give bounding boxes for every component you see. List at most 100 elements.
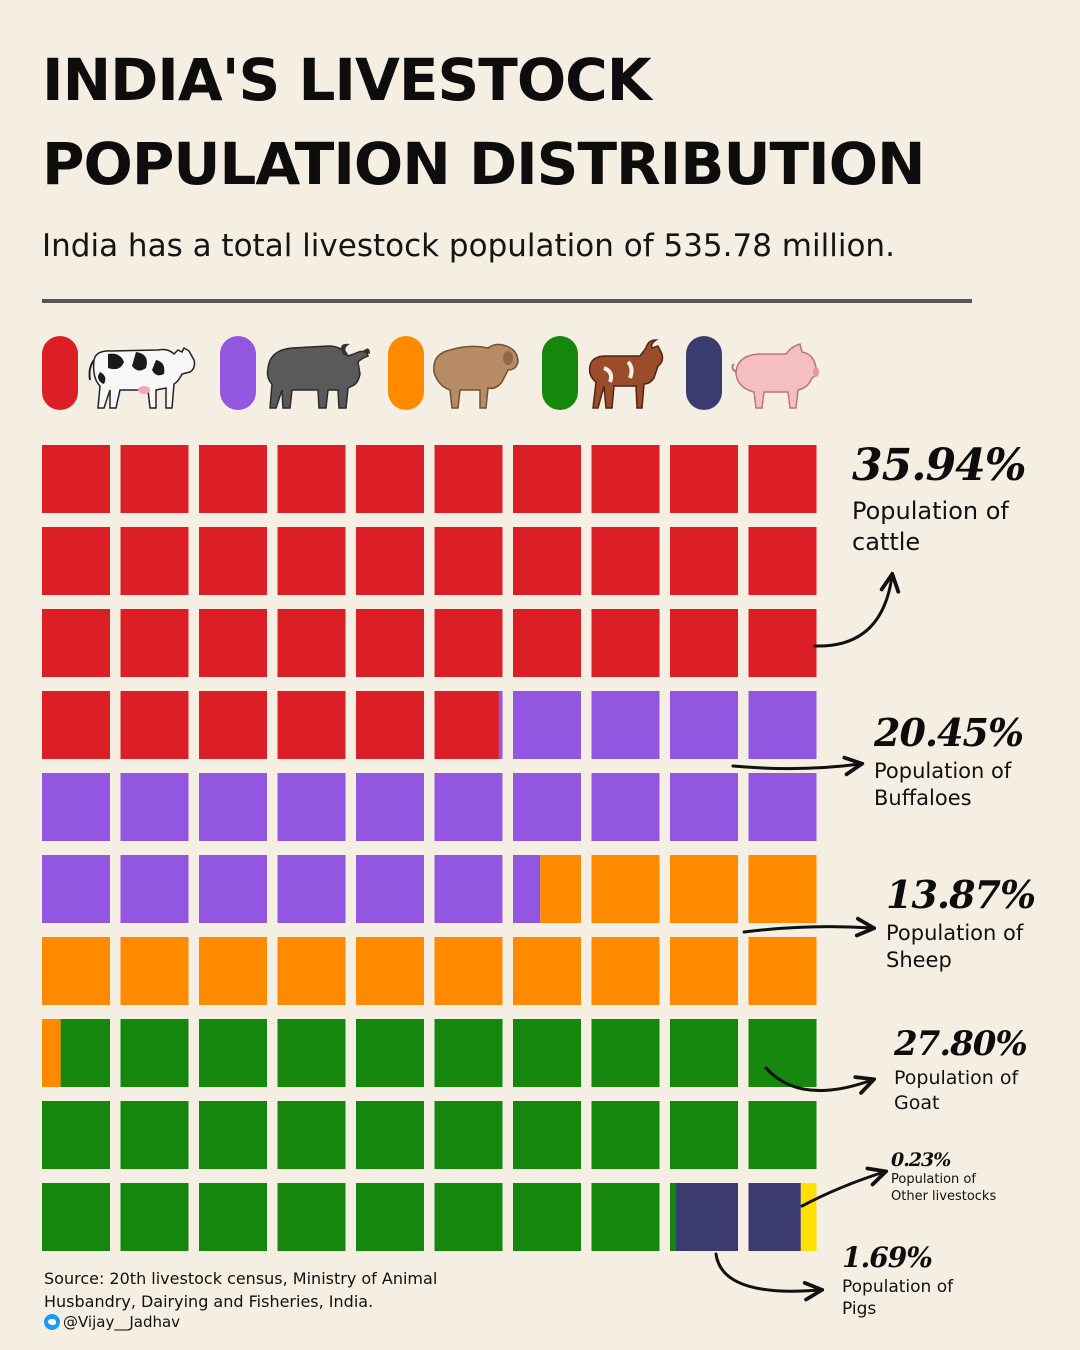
waffle-cell-sheep [356,937,424,1005]
waffle-cell-buffaloes [199,855,267,923]
waffle-cell-other-livestocks [800,1183,817,1251]
waffle-cell-cattle [277,445,346,513]
waffle-cell-buffaloes [277,855,346,923]
waffle-cell-buffaloes [356,855,424,923]
waffle-cell-pigs [748,1183,801,1251]
arrow-sheep [742,927,872,932]
handle-text: @Vijay__Jadhav [63,1313,181,1331]
annotation-sheep: 13.87% Population of Sheep [886,876,1036,975]
waffle-cell-goat [356,1019,424,1087]
title-line-2: POPULATION DISTRIBUTION [42,130,926,198]
waffle-cell-buffaloes [748,773,817,841]
label-buffaloes-line2: Buffaloes [874,786,972,811]
waffle-cell-goat [277,1019,346,1087]
pct-goat: 27.80% [894,1024,1028,1064]
label-cattle-line2: cattle [852,528,921,557]
waffle-cell-sheep [120,937,189,1005]
waffle-cell-cattle [434,445,503,513]
source-note: Source: 20th livestock census, Ministry … [44,1269,438,1311]
title-line-1: INDIA'S LIVESTOCK [42,46,652,114]
waffle-cell-goat [434,1019,503,1087]
waffle-cell-cattle [670,609,738,677]
legend-swatch-sheep [388,336,424,410]
waffle-cell-buffaloes [120,855,189,923]
waffle-cell-buffaloes [498,691,503,759]
waffle-cell-buffaloes [434,855,503,923]
waffle-cell-goat [277,1183,346,1251]
twitter-handle[interactable]: @Vijay__Jadhav [44,1313,180,1331]
waffle-cell-sheep [42,1019,61,1087]
waffle-cell-buffaloes [670,691,738,759]
waffle-cell-cattle [277,609,346,677]
goat-icon [588,339,664,409]
waffle-cell-buffaloes [591,691,660,759]
waffle-cell-goat [199,1183,267,1251]
sheep-icon [433,343,519,409]
waffle-cell-cattle [434,527,503,595]
waffle-cell-cattle [199,445,267,513]
annotation-cattle: 35.94% Population of cattle [852,440,1027,558]
waffle-cell-goat [60,1019,110,1087]
waffle-cell-cattle [434,691,499,759]
waffle-cell-goat [356,1183,424,1251]
label-cattle-line1: Population of [852,497,1009,525]
waffle-cell-sheep [748,855,817,923]
arrow-cattle [813,576,892,648]
waffle-cell-goat [356,1101,424,1169]
waffle-cell-goat [434,1101,503,1169]
waffle-cell-cattle [356,527,424,595]
buffalo-icon [266,343,370,409]
waffle-cell-buffaloes [42,773,110,841]
pct-pigs: 1.69% [842,1241,933,1274]
waffle-cell-cattle [120,609,189,677]
waffle-cell-goat [434,1183,503,1251]
waffle-cell-sheep [434,937,503,1005]
waffle-cell-cattle [42,691,110,759]
pct-other: 0.23% [891,1149,951,1171]
cow-icon [88,346,196,409]
waffle-cell-goat [513,1183,581,1251]
label-other-line2: Other livestocks [891,1188,997,1204]
waffle-cell-cattle [670,527,738,595]
waffle-cell-goat [120,1101,189,1169]
waffle-cell-cattle [356,445,424,513]
legend-swatch-cattle [42,336,78,410]
waffle-cell-pigs [675,1183,738,1251]
arrow-pigs [714,1252,820,1291]
pct-cattle: 35.94% [852,440,1027,491]
legend-swatch-pigs [686,336,722,410]
waffle-cell-buffaloes [513,773,581,841]
waffle-cell-goat [513,1019,581,1087]
waffle-cell-buffaloes [748,691,817,759]
waffle-cell-cattle [42,445,110,513]
waffle-cell-cattle [513,527,581,595]
waffle-cell-sheep [591,937,660,1005]
waffle-cell-cattle [199,691,267,759]
waffle-cell-cattle [513,609,581,677]
waffle-cell-cattle [748,527,817,595]
waffle-cell-sheep [199,937,267,1005]
waffle-cell-buffaloes [199,773,267,841]
label-sheep-line1: Population of [886,921,1024,945]
waffle-cell-cattle [670,445,738,513]
waffle-cell-cattle [277,691,346,759]
annotation-buffaloes: 20.45% Population of Buffaloes [874,714,1024,813]
waffle-cell-sheep [42,937,110,1005]
waffle-cell-buffaloes [42,855,110,923]
waffle-cell-goat [120,1019,189,1087]
waffle-cell-buffaloes [591,773,660,841]
waffle-cell-cattle [120,445,189,513]
waffle-cell-buffaloes [670,773,738,841]
label-pigs-line1: Population of [842,1277,954,1297]
waffle-cell-buffaloes [434,773,503,841]
waffle-cell-cattle [513,445,581,513]
waffle-cell-sheep [277,937,346,1005]
waffle-cell-buffaloes [277,773,346,841]
waffle-cell-goat [42,1101,110,1169]
waffle-cell-goat [42,1183,110,1251]
waffle-cell-cattle [434,609,503,677]
waffle-cell-goat [591,1183,660,1251]
arrow-other [800,1172,884,1208]
arrow-buffaloes [731,764,860,769]
divider [42,299,972,303]
